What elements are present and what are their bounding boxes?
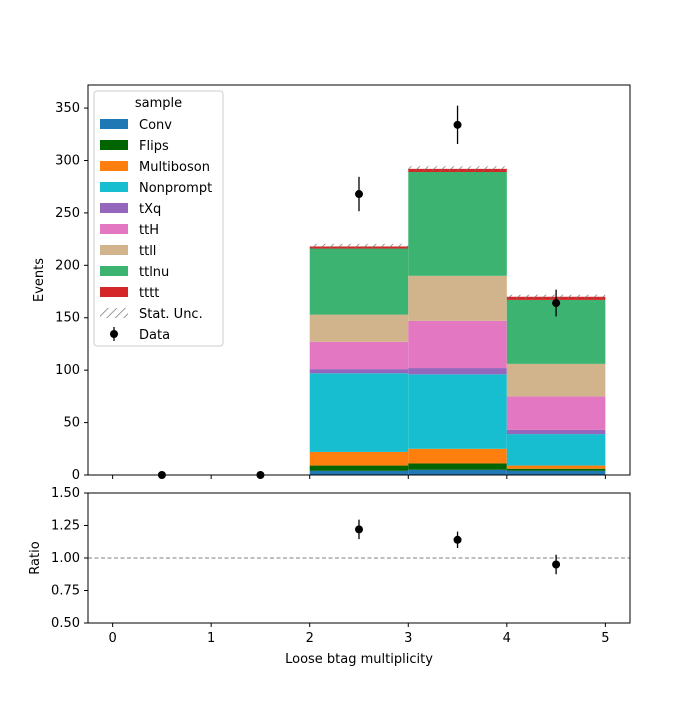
bar-txq (408, 368, 507, 375)
x-tick-label: 3 (404, 631, 412, 646)
bar-conv (408, 469, 507, 475)
bar-txq (309, 369, 409, 374)
y-tick-label: 250 (55, 206, 80, 221)
bar-conv (506, 470, 606, 475)
legend-swatch-hatch (100, 308, 128, 318)
bar-tth (506, 396, 606, 430)
legend-swatch (100, 224, 128, 234)
ratio-y-tick-label: 1.00 (51, 551, 80, 566)
legend-swatch (100, 245, 128, 255)
bar-tth (408, 320, 507, 369)
bar-ttll (506, 363, 606, 397)
legend-swatch (100, 287, 128, 297)
legend-label: Data (139, 328, 170, 343)
legend-swatch (100, 182, 128, 192)
legend-label: Nonprompt (139, 181, 212, 196)
ratio-point (453, 535, 462, 544)
bar-nonprompt (408, 374, 507, 449)
stat-unc-band (408, 166, 507, 172)
legend-label: ttll (139, 244, 156, 259)
bar-tth (309, 341, 409, 370)
legend-swatch (100, 266, 128, 276)
bar-multiboson (506, 465, 606, 469)
x-tick-label: 4 (503, 631, 511, 646)
legend-label: tttt (139, 286, 159, 301)
y-tick-label: 0 (72, 468, 80, 483)
x-tick-label: 0 (108, 631, 116, 646)
ratio-y-tick-label: 0.50 (51, 616, 80, 631)
main-axes-frame (87, 84, 631, 476)
data-point (453, 120, 462, 129)
ratio-y-tick-label: 1.25 (51, 519, 80, 534)
x-tick-label: 2 (306, 631, 314, 646)
bar-flips (506, 468, 606, 471)
bar-txq (506, 429, 606, 435)
y-tick-label: 300 (55, 153, 80, 168)
y-axis-label: Events (32, 258, 47, 302)
legend-label: tXq (139, 202, 161, 217)
y-tick-label: 200 (55, 258, 80, 273)
bar-nonprompt (506, 434, 606, 466)
bar-ttll (309, 314, 409, 342)
ratio-y-tick-label: 1.50 (51, 486, 80, 501)
x-tick-label: 1 (207, 631, 215, 646)
y-tick-label: 350 (55, 101, 80, 116)
bar-ttll (408, 275, 507, 321)
x-tick-label: 5 (601, 631, 609, 646)
y-tick-label: 50 (63, 416, 80, 431)
legend-label: Flips (139, 139, 169, 154)
ratio-point (355, 525, 363, 534)
legend-swatch (100, 119, 128, 129)
data-point (552, 299, 561, 308)
bar-flips (408, 463, 507, 470)
data-point (355, 190, 363, 199)
bar-ttlnu (309, 248, 409, 315)
ratio-point (552, 560, 561, 569)
legend-box (93, 90, 224, 347)
y-tick-label: 150 (55, 311, 80, 326)
ratio-y-tick-label: 0.75 (51, 584, 80, 599)
legend-label: ttH (139, 223, 159, 238)
legend-data-marker (110, 330, 118, 338)
bar-conv (309, 470, 409, 475)
bar-ttlnu (408, 172, 507, 276)
stat-unc-band (309, 243, 409, 250)
legend-swatch (100, 203, 128, 213)
legend-label: Stat. Unc. (139, 307, 203, 322)
legend: sample Conv Flips Multiboson Nonprompt tXq ttH… (93, 90, 224, 347)
ratio-plot: 0.50 0.75 1.00 1.25 1.50 0 1 2 3 4 5 Loose btag mul… (28, 486, 631, 667)
legend-label: ttlnu (139, 265, 169, 280)
legend-label: Multiboson (139, 160, 210, 175)
bar-flips (309, 465, 409, 471)
bar-multiboson (408, 448, 507, 464)
legend-title: sample (135, 96, 182, 111)
legend-swatch (100, 140, 128, 150)
legend-label: Conv (139, 118, 172, 133)
legend-swatch (100, 161, 128, 171)
x-axis-label: Loose btag multiplicity (285, 652, 433, 667)
bar-multiboson (309, 451, 409, 466)
bar-nonprompt (309, 373, 409, 452)
ratio-y-axis-label: Ratio (28, 541, 43, 574)
y-tick-label: 100 (55, 363, 80, 378)
main-plot: 0 50 100 150 200 250 300 350 Events (32, 84, 631, 483)
